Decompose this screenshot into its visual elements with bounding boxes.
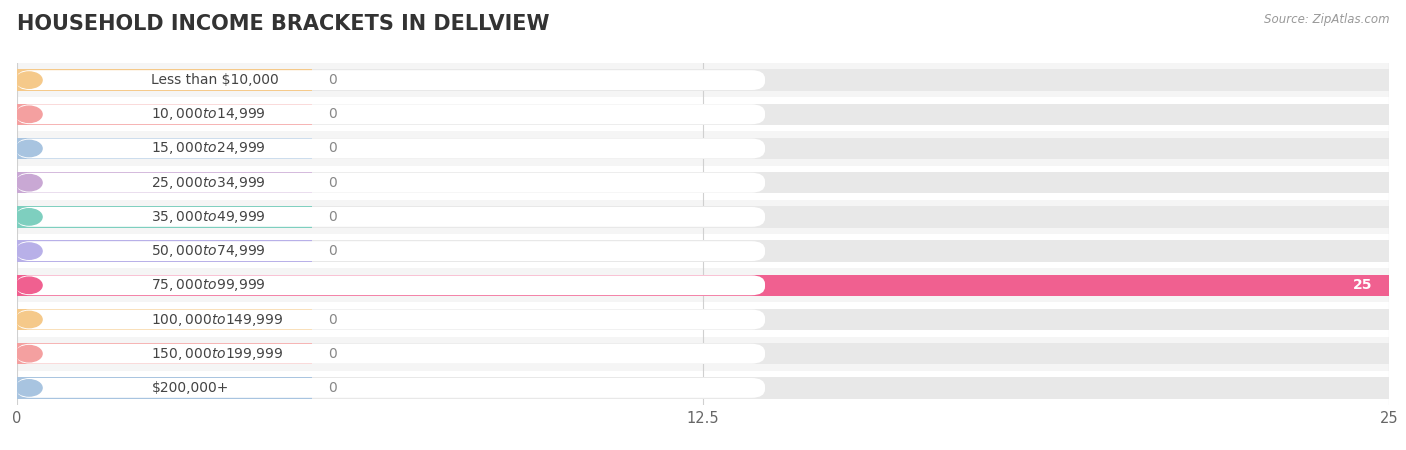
FancyBboxPatch shape xyxy=(17,275,765,295)
Text: Source: ZipAtlas.com: Source: ZipAtlas.com xyxy=(1264,14,1389,27)
Text: $35,000 to $49,999: $35,000 to $49,999 xyxy=(152,209,266,225)
Circle shape xyxy=(15,346,42,362)
Circle shape xyxy=(15,243,42,259)
Text: $75,000 to $99,999: $75,000 to $99,999 xyxy=(152,277,266,293)
Text: 0: 0 xyxy=(329,176,337,190)
FancyBboxPatch shape xyxy=(17,139,765,158)
Circle shape xyxy=(15,72,42,88)
Bar xyxy=(17,309,1389,330)
Circle shape xyxy=(15,277,42,293)
Bar xyxy=(17,274,1389,296)
Circle shape xyxy=(15,140,42,157)
Bar xyxy=(17,206,312,228)
Text: 0: 0 xyxy=(329,381,337,395)
Text: $50,000 to $74,999: $50,000 to $74,999 xyxy=(152,243,266,259)
Circle shape xyxy=(15,106,42,122)
Bar xyxy=(17,240,312,262)
Bar xyxy=(17,104,1389,125)
FancyBboxPatch shape xyxy=(17,310,765,329)
FancyBboxPatch shape xyxy=(17,241,765,261)
Bar xyxy=(0,302,1389,337)
Bar xyxy=(17,172,312,194)
Bar xyxy=(0,337,1389,371)
Bar xyxy=(17,377,312,399)
Bar xyxy=(0,371,1389,405)
Text: 0: 0 xyxy=(329,107,337,122)
Text: 0: 0 xyxy=(329,346,337,361)
Bar xyxy=(17,138,312,159)
Circle shape xyxy=(15,380,42,396)
Bar xyxy=(17,343,312,364)
Text: $200,000+: $200,000+ xyxy=(152,381,229,395)
Bar xyxy=(17,138,1389,159)
Text: 0: 0 xyxy=(329,244,337,258)
Text: $10,000 to $14,999: $10,000 to $14,999 xyxy=(152,106,266,122)
Bar xyxy=(17,69,312,91)
Bar xyxy=(0,200,1389,234)
Text: HOUSEHOLD INCOME BRACKETS IN DELLVIEW: HOUSEHOLD INCOME BRACKETS IN DELLVIEW xyxy=(17,14,550,33)
Bar xyxy=(0,166,1389,200)
Bar xyxy=(17,104,312,125)
Bar xyxy=(17,274,1389,296)
Text: 0: 0 xyxy=(329,141,337,156)
Bar xyxy=(17,206,1389,228)
FancyBboxPatch shape xyxy=(17,344,765,364)
Text: $25,000 to $34,999: $25,000 to $34,999 xyxy=(152,175,266,191)
Bar xyxy=(0,97,1389,131)
Bar xyxy=(17,309,312,330)
Bar xyxy=(0,268,1389,302)
Text: 25: 25 xyxy=(1353,278,1372,293)
Bar xyxy=(0,63,1389,97)
Bar xyxy=(17,240,1389,262)
Bar xyxy=(17,172,1389,194)
Text: $100,000 to $149,999: $100,000 to $149,999 xyxy=(152,311,284,328)
FancyBboxPatch shape xyxy=(17,173,765,193)
Text: $15,000 to $24,999: $15,000 to $24,999 xyxy=(152,140,266,157)
Bar xyxy=(0,131,1389,166)
Bar xyxy=(17,377,1389,399)
Text: 0: 0 xyxy=(329,73,337,87)
Text: 0: 0 xyxy=(329,210,337,224)
Text: $150,000 to $199,999: $150,000 to $199,999 xyxy=(152,346,284,362)
FancyBboxPatch shape xyxy=(17,207,765,227)
FancyBboxPatch shape xyxy=(17,378,765,398)
FancyBboxPatch shape xyxy=(17,70,765,90)
Bar xyxy=(0,234,1389,268)
Circle shape xyxy=(15,209,42,225)
Text: Less than $10,000: Less than $10,000 xyxy=(152,73,280,87)
Circle shape xyxy=(15,175,42,191)
Text: 0: 0 xyxy=(329,312,337,327)
Circle shape xyxy=(15,311,42,328)
Bar xyxy=(17,343,1389,364)
FancyBboxPatch shape xyxy=(17,104,765,124)
Bar xyxy=(17,69,1389,91)
